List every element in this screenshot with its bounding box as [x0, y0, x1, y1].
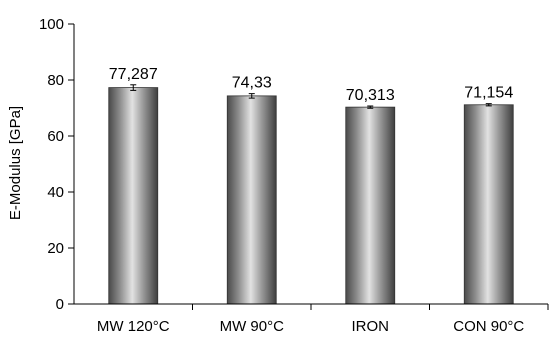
- y-tick-label: 60: [47, 128, 64, 145]
- data-label: 71,154: [464, 85, 513, 102]
- bar: [108, 87, 159, 305]
- y-tick-label: 100: [39, 16, 64, 33]
- x-category-label: IRON: [352, 318, 390, 335]
- y-tick-label: 20: [47, 240, 64, 257]
- data-label: 74,33: [232, 75, 272, 92]
- y-tick-label: 40: [47, 184, 64, 201]
- y-tick-label: 80: [47, 72, 64, 89]
- bar: [345, 106, 396, 305]
- x-category-label: MW 120°C: [97, 318, 170, 335]
- x-category-label: MW 90°C: [220, 318, 285, 335]
- x-category-label: CON 90°C: [453, 318, 524, 335]
- bar: [463, 104, 514, 305]
- y-tick-label: 0: [56, 296, 64, 313]
- data-label: 77,287: [109, 66, 158, 83]
- bar: [226, 95, 277, 305]
- y-axis-title: E-Modulus [GPa]: [7, 106, 24, 220]
- data-label: 70,313: [346, 87, 395, 104]
